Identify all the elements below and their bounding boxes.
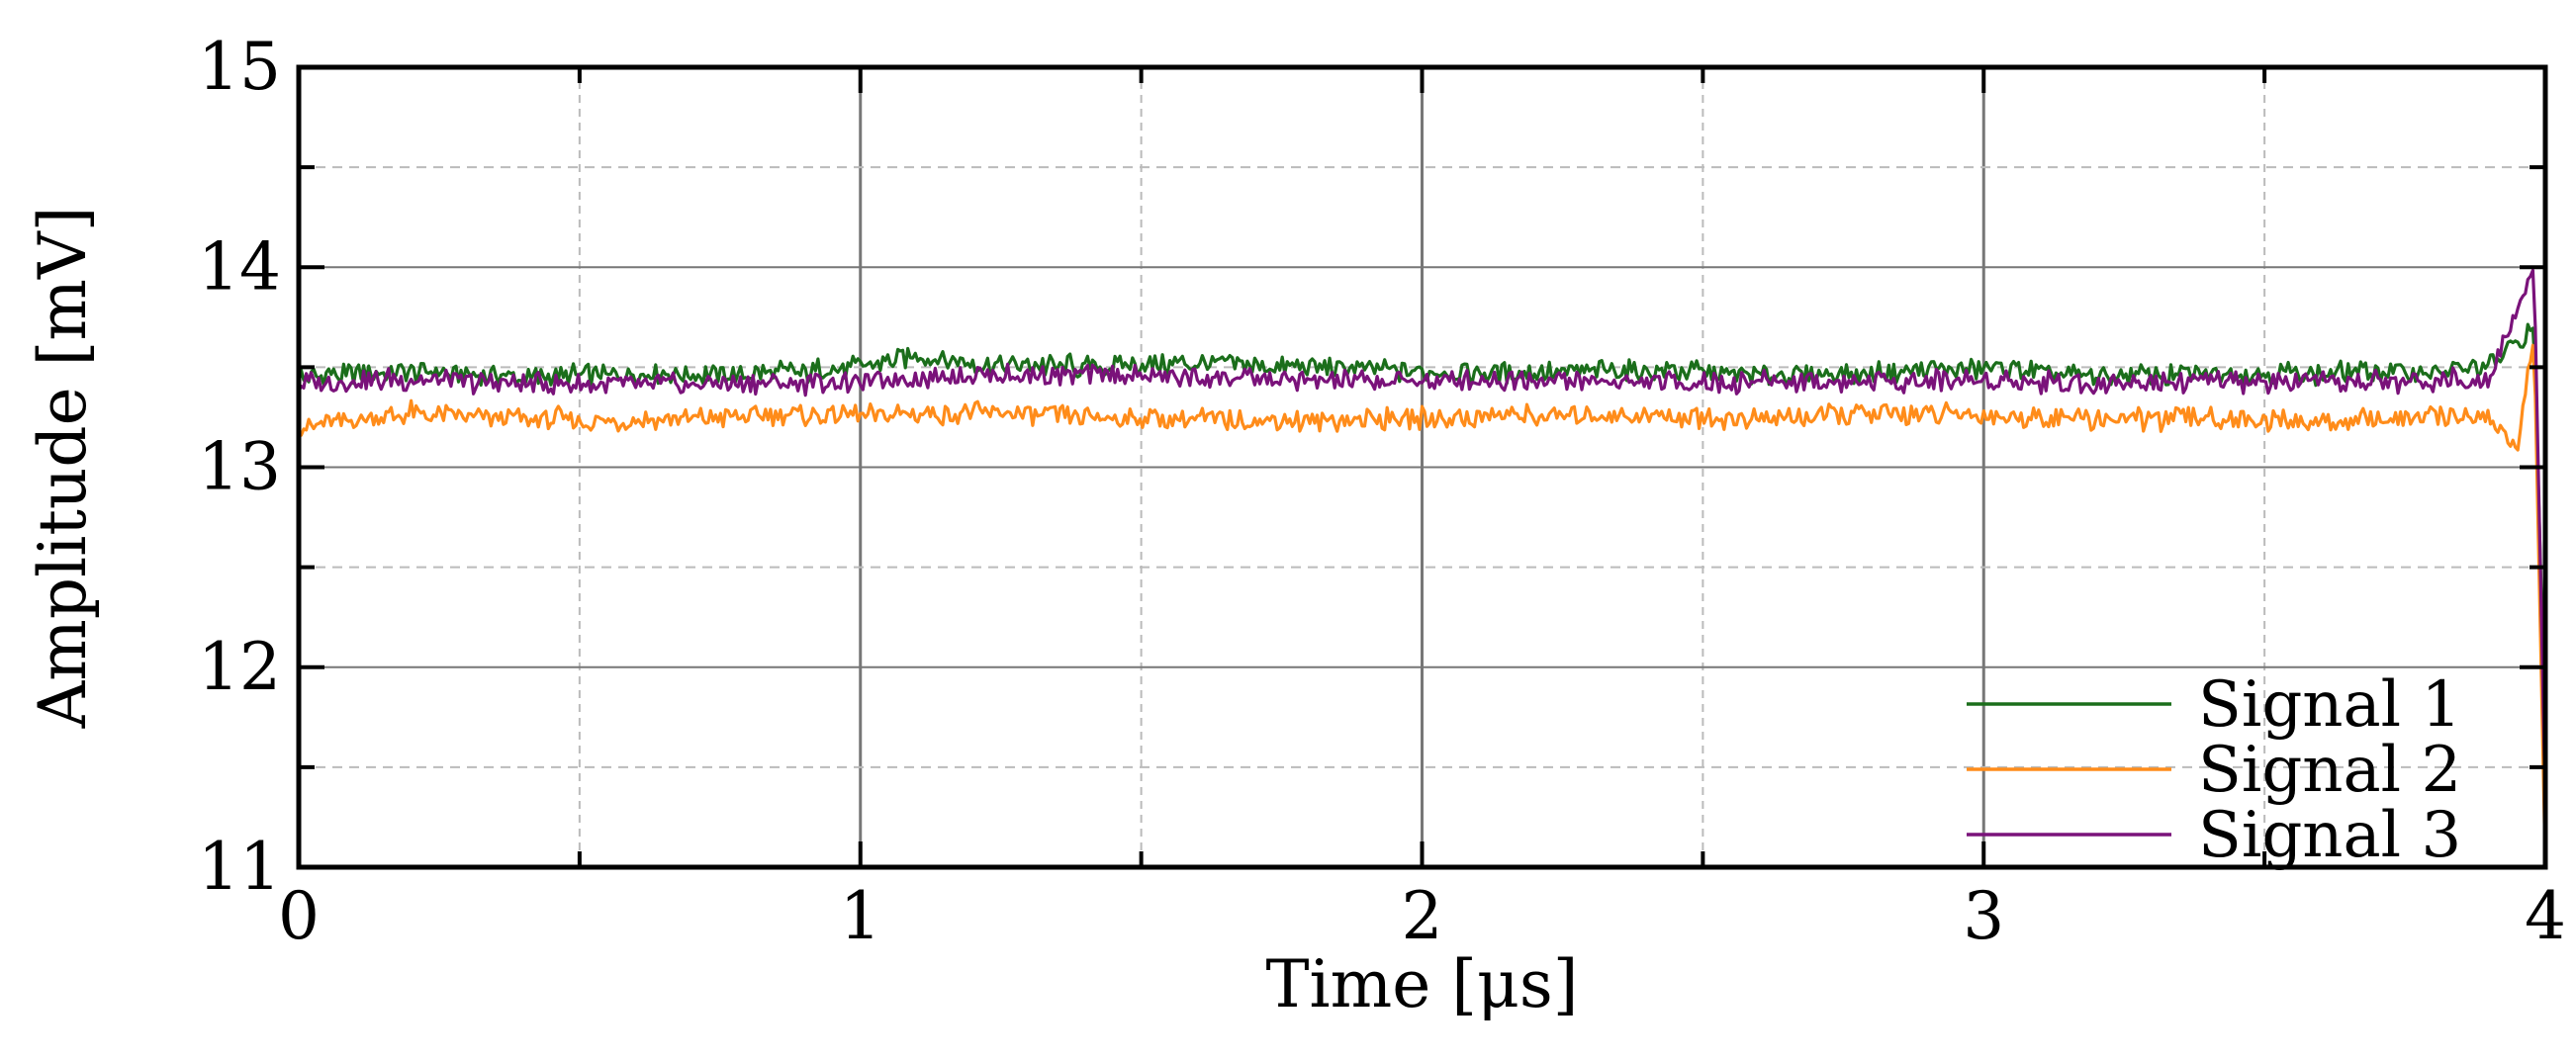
x-tick-label: 0 <box>278 878 320 954</box>
grid <box>299 67 2545 867</box>
series-line-2 <box>298 343 2547 868</box>
y-axis-title: Amplitude [mV] <box>25 207 101 730</box>
legend-label-1: Signal 1 <box>2198 668 2461 742</box>
legend-label-3: Signal 3 <box>2198 799 2461 872</box>
x-tick-label: 2 <box>1402 878 1443 954</box>
y-tick-label: 15 <box>198 29 281 105</box>
series-line-3 <box>297 268 2547 808</box>
x-axis-title: Time [μs] <box>1265 946 1578 1022</box>
x-tick-label: 3 <box>1963 878 2004 954</box>
x-tick-label: 1 <box>840 878 881 954</box>
y-tick-label: 13 <box>198 429 281 505</box>
y-tick-label: 14 <box>198 228 281 305</box>
x-tick-labels: 0 1 2 3 4 <box>278 878 2566 954</box>
y-tick-labels: 11 12 13 14 15 <box>198 29 281 905</box>
y-tick-label: 11 <box>198 829 281 905</box>
series-layer <box>297 268 2547 868</box>
x-tick-label: 4 <box>2525 878 2566 954</box>
axis-ticks <box>297 65 2547 869</box>
legend-label-2: Signal 2 <box>2198 734 2461 807</box>
y-tick-label: 12 <box>198 629 281 705</box>
